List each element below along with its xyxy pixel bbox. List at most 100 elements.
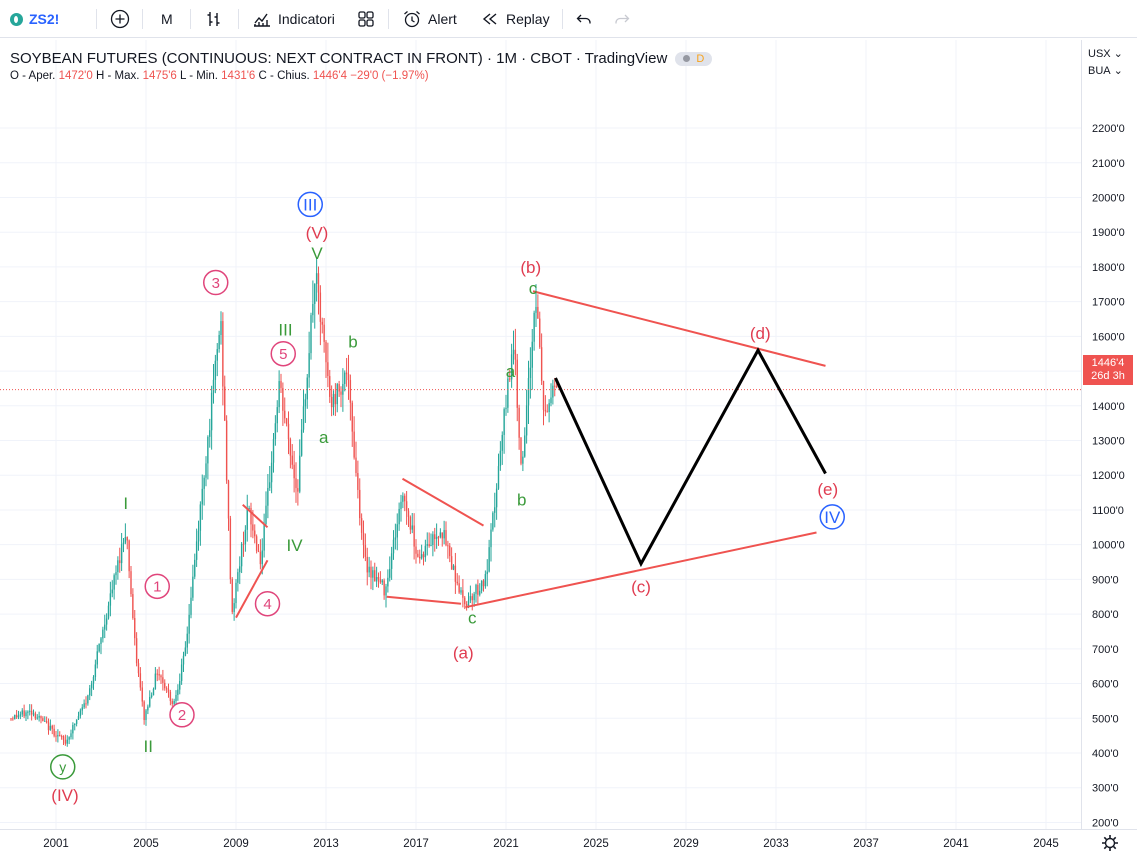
candle-body [482, 580, 485, 587]
candle-body [310, 315, 312, 354]
chart-legend: SOYBEAN FUTURES (CONTINUOUS: NEXT CONTRA… [10, 50, 713, 82]
currency-unit-selector[interactable]: USX ⌄ BUA ⌄ [1088, 46, 1123, 80]
candle-body [377, 577, 380, 580]
indicators-label: Indicatori [278, 11, 335, 27]
candle-body [141, 687, 143, 702]
price-chart[interactable]: IIIIIIIVVabcabc12345y(IV)(V)(a)(b)(c)(d)… [0, 40, 1137, 864]
candle-body [555, 386, 558, 388]
candle-body [30, 710, 33, 715]
wave-label-circle [270, 340, 296, 367]
candle-body [235, 582, 237, 604]
candle-body [55, 735, 57, 737]
candle-body [479, 590, 481, 595]
wave-label: a [506, 362, 516, 381]
candle-body [132, 594, 134, 619]
interval-button[interactable]: M [161, 0, 173, 38]
candle-body [330, 396, 333, 408]
wave-label: (c) [631, 577, 651, 596]
wave-label: 3 [212, 275, 220, 292]
candle-body [344, 372, 346, 384]
candle-body [17, 715, 20, 718]
candle-body [89, 688, 91, 696]
compare-symbol-button[interactable] [110, 0, 130, 38]
indicators-button[interactable]: Indicatori [252, 0, 335, 38]
price-tick-label: 1200'0 [1092, 470, 1125, 482]
candle-body [62, 736, 65, 740]
price-tick-label: 1700'0 [1092, 297, 1125, 309]
wave-label: IV [824, 508, 841, 527]
candle-body [246, 509, 248, 530]
candle-body [512, 349, 515, 355]
candle-body [139, 673, 142, 688]
replay-button[interactable]: Replay [480, 0, 550, 38]
candle-body [29, 710, 31, 712]
templates-button[interactable] [356, 0, 376, 38]
price-tick-label: 600'0 [1092, 679, 1119, 691]
wave-label: c [468, 609, 477, 628]
candle-body [389, 568, 391, 578]
price-tick-label: 400'0 [1092, 748, 1119, 760]
candle-body [317, 273, 320, 293]
time-axis[interactable]: 2001 2005 2009 2013 2017 2021 2025 2029 2033 2037… [43, 838, 1059, 850]
candle-body [300, 429, 303, 456]
candle-body [32, 713, 35, 715]
candle-body [225, 420, 228, 481]
open-label: O - Aper. [10, 70, 56, 82]
alert-button[interactable]: Alert [402, 0, 457, 38]
candle-body [514, 349, 517, 360]
price-tick-label: 1400'0 [1092, 401, 1125, 413]
low-value: 1431'6 [221, 70, 256, 82]
candle-body [396, 524, 398, 538]
wave-label: b [517, 491, 526, 510]
wave-label: II [144, 737, 153, 756]
candle-body [302, 406, 305, 430]
candle-body [289, 439, 292, 456]
candle-body [535, 306, 537, 313]
undo-button[interactable] [574, 0, 594, 38]
candle-body [40, 716, 42, 719]
candle-body [413, 525, 415, 547]
candle-body [233, 603, 235, 612]
candle-body [68, 737, 70, 740]
replay-label: Replay [506, 11, 550, 27]
candle-body [497, 466, 500, 489]
projection-path [554, 347, 827, 568]
candle-body [509, 378, 511, 380]
candle-body [379, 579, 382, 583]
candle-body [98, 643, 100, 652]
candle-body [182, 655, 185, 665]
candle-body [53, 728, 55, 736]
candle-body [327, 362, 329, 377]
candle-body [488, 547, 490, 572]
trendline [242, 504, 269, 529]
candle-body [261, 550, 263, 565]
time-tick-label: 2037 [853, 838, 879, 850]
candle-body [229, 518, 232, 580]
candle-body [197, 530, 200, 542]
market-status-badge[interactable]: D [675, 51, 713, 66]
candle-body [21, 710, 23, 715]
trendline [386, 595, 462, 605]
symbol-search-button[interactable]: ZS2! [10, 0, 59, 38]
candle-body [27, 711, 29, 713]
settings-gear-icon[interactable] [1102, 835, 1118, 851]
candle-body [323, 324, 325, 342]
candle-body [282, 387, 284, 411]
candle-body [422, 554, 425, 558]
candle-body [471, 596, 473, 601]
candle-body [49, 725, 52, 731]
chart-type-button[interactable] [205, 0, 225, 38]
price-tick-label: 300'0 [1092, 783, 1119, 795]
wave-label: b [348, 333, 357, 352]
candle-body [437, 536, 440, 538]
alarm-clock-icon [404, 11, 420, 28]
candle-body [443, 530, 445, 539]
time-tick-label: 2041 [943, 838, 969, 850]
price-tick-label: 200'0 [1092, 817, 1119, 829]
candle-body [156, 673, 158, 675]
redo-button[interactable] [612, 0, 632, 38]
rewind-icon [482, 13, 497, 25]
candle-body [244, 529, 247, 545]
candle-body [405, 501, 408, 511]
